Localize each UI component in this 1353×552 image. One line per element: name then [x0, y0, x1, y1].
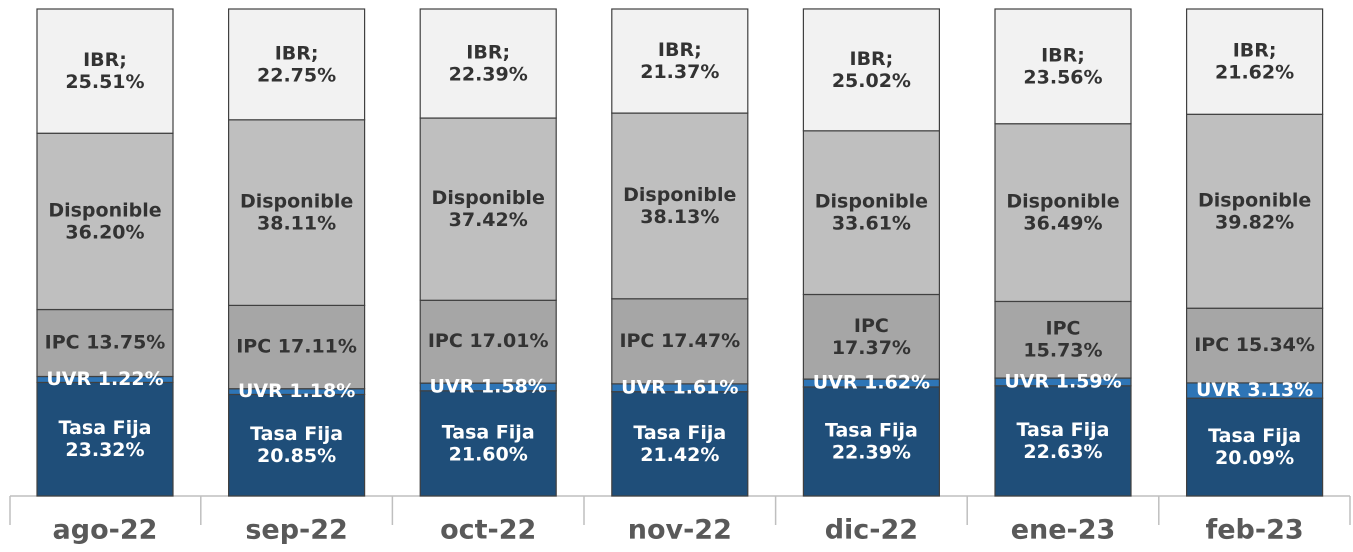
x-tick-label: ene-23	[1011, 515, 1116, 546]
bar-segment	[36, 132, 174, 311]
data-label: IBR; 22.39%	[449, 41, 528, 85]
bar-segment	[228, 393, 366, 497]
data-label: Tasa Fija 22.39%	[825, 419, 918, 463]
bar-segment	[419, 117, 557, 301]
data-label: Tasa Fija 20.09%	[1208, 425, 1301, 469]
data-label: UVR 1.18%	[238, 380, 355, 402]
data-label: Tasa Fija 23.32%	[59, 417, 152, 461]
data-label: IPC 17.47%	[619, 330, 740, 352]
data-label: IBR; 25.51%	[65, 49, 144, 93]
data-label: Tasa Fija 21.60%	[442, 421, 535, 465]
data-label: UVR 1.22%	[46, 368, 163, 390]
bar-segment	[802, 130, 941, 296]
x-tick-label: dic-22	[825, 515, 918, 546]
data-label: IPC 15.73%	[1023, 317, 1102, 361]
bar-segment	[994, 123, 1132, 303]
data-label: Disponible 38.11%	[240, 190, 353, 234]
x-tick-label: sep-22	[245, 515, 348, 546]
bar-segment	[228, 119, 366, 306]
data-label: Disponible 33.61%	[815, 190, 928, 234]
bar-segment	[1185, 397, 1324, 497]
x-tick-label: feb-23	[1206, 515, 1304, 546]
data-label: IPC 15.34%	[1194, 334, 1315, 356]
data-label: IBR; 21.37%	[640, 39, 719, 83]
x-tick-label: nov-22	[628, 515, 732, 546]
bar-segment	[802, 8, 941, 132]
data-label: IPC 17.01%	[428, 330, 549, 352]
data-label: IBR; 25.02%	[832, 47, 911, 91]
bar-segment	[994, 300, 1132, 379]
data-label: IPC 13.75%	[45, 332, 166, 354]
data-label: Disponible 37.42%	[432, 187, 545, 231]
data-label: Tasa Fija 20.85%	[250, 423, 343, 467]
data-label: IPC 17.11%	[236, 336, 357, 358]
bar-segment	[994, 385, 1132, 497]
bar-segment	[1185, 113, 1324, 309]
data-label: Disponible 38.13%	[623, 183, 736, 227]
data-label: IBR; 23.56%	[1023, 44, 1102, 88]
bar-segment	[611, 298, 749, 385]
data-label: Disponible 39.82%	[1198, 189, 1311, 233]
bar-segment	[994, 8, 1132, 125]
data-label: UVR 3.13%	[1196, 379, 1313, 401]
data-label: Disponible 36.49%	[1006, 190, 1119, 234]
data-label: Tasa Fija 21.42%	[633, 421, 726, 465]
bar-segment	[419, 390, 557, 497]
data-label: IPC 17.37%	[832, 314, 911, 358]
bar-segment	[36, 8, 174, 134]
bar-segment	[228, 8, 366, 121]
data-label: UVR 1.58%	[430, 375, 547, 397]
bar-segment	[228, 304, 366, 390]
bar-segment	[802, 386, 941, 497]
data-label: IBR; 21.62%	[1215, 39, 1294, 83]
bar-segment	[36, 308, 174, 378]
data-label: UVR 1.61%	[621, 376, 738, 398]
bar-segment	[36, 381, 174, 497]
bar-segment	[419, 8, 557, 119]
data-label: UVR 1.62%	[813, 372, 930, 394]
bar-segment	[1185, 307, 1324, 384]
bar-segment	[611, 112, 749, 300]
bar-segment	[611, 8, 749, 114]
x-tick-label: oct-22	[440, 515, 536, 546]
bar-segment	[611, 391, 749, 497]
bar-segment	[1185, 8, 1324, 115]
data-label: Disponible 36.20%	[48, 199, 161, 243]
x-tick-label: ago-22	[53, 515, 158, 546]
data-label: UVR 1.59%	[1004, 370, 1121, 392]
data-label: IBR; 22.75%	[257, 42, 336, 86]
data-label: Tasa Fija 22.63%	[1017, 418, 1110, 462]
bar-segment	[802, 293, 941, 380]
